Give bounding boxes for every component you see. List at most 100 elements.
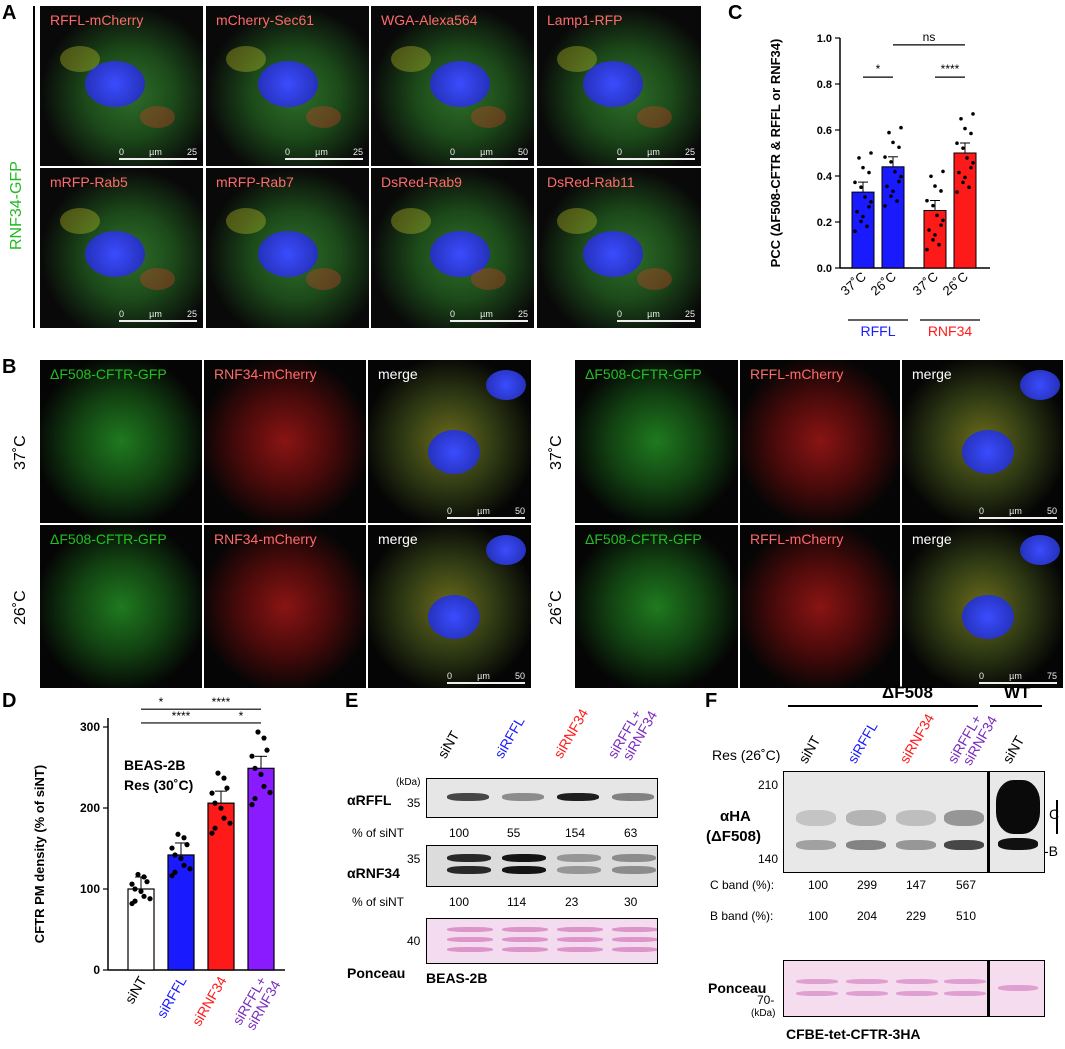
c-point [925, 198, 929, 203]
panel-e-ponceau-band [502, 947, 548, 952]
d-point [184, 842, 190, 848]
panel-e-rnf34-pct: 23 [565, 895, 579, 909]
d-point [172, 869, 178, 875]
c-point [959, 116, 963, 121]
c-point [967, 185, 971, 190]
panel-f-band-c: C [1049, 806, 1060, 822]
panel-f-res: Res (26˚C) [712, 747, 781, 763]
c-point [931, 203, 935, 208]
panel-e-rffl-pct-label: % of siNT [352, 826, 405, 840]
panel-b-channel-label: ΔF508-CFTR-GFP [50, 531, 167, 547]
d-point [249, 753, 255, 759]
panel-a-side-label: RNF34-GFP [8, 161, 25, 250]
c-point [861, 165, 865, 170]
scale-bar-line [617, 158, 695, 160]
c-point [869, 151, 873, 155]
d-point [132, 898, 138, 904]
panel-a-marker-label: RFFL-mCherry [50, 12, 144, 28]
panel-b-right-image-r1-c2: RFFL-mCherry [740, 360, 900, 523]
nucleus [258, 231, 318, 277]
d-point [141, 893, 147, 899]
c-point [937, 242, 941, 247]
nucleus [1020, 370, 1060, 400]
scale-bar-text: 0 µm 25 [119, 309, 197, 319]
panel-f-antibody-line1: αHA [720, 808, 751, 825]
panel-e-rffl-band [502, 793, 544, 801]
panel-e-rnf34-marker: 35 [407, 852, 421, 866]
organelle-signal [471, 106, 506, 128]
c-point [963, 126, 967, 131]
nucleus [962, 595, 1014, 639]
panel-b-channel-label: RFFL-mCherry [750, 531, 844, 547]
c-point [853, 180, 857, 185]
panel-b-scale-bar: 0 µm 75 [979, 671, 1057, 684]
c-point [935, 213, 939, 218]
panel-f-c-band-value: 299 [857, 878, 878, 892]
panel-a-marker-label: DsRed-Rab11 [547, 174, 635, 190]
panel-e-ponceau-marker: 40 [407, 934, 421, 948]
d-category-label: siNT [121, 973, 149, 1006]
panel-e-rffl-band [447, 793, 489, 801]
panel-b-left-temp-37: 37˚C [12, 435, 29, 470]
panel-f-ponceau-band [896, 979, 938, 984]
panel-e-ponceau-band [557, 947, 603, 952]
d-sig-label: **** [172, 709, 191, 723]
panel-e-rnf34-band [502, 854, 546, 862]
panel-f-wt-header: WT [1004, 683, 1031, 702]
scale-bar-text: 0 µm 50 [450, 147, 528, 157]
panel-e-rffl-marker: 35 [407, 796, 421, 810]
c-group-label: RFFL [861, 323, 896, 339]
panel-a-image-r2-c1: mRFP-Rab5 0 µm 25 [40, 168, 203, 328]
d-point [135, 871, 141, 878]
panel-a-image-r1-c2: mCherry-Sec61 0 µm 25 [206, 6, 369, 166]
d-sig-label: * [239, 709, 244, 723]
scale-bar-text: 0 µm 50 [979, 506, 1057, 516]
panel-a-scale-bar: 0 µm 25 [450, 309, 528, 322]
organelle-signal [60, 208, 100, 234]
panel-f-marker-140: 140 [758, 852, 779, 866]
panel-e-rnf34-band [447, 854, 491, 862]
scale-bar-line [450, 158, 528, 160]
panel-f-df508-header: ΔF508 [882, 683, 933, 702]
c-point [931, 238, 935, 242]
scale-bar-line [285, 158, 363, 160]
organelle-signal [557, 208, 597, 234]
panel-e-ponceau-band [557, 927, 603, 932]
d-sig-label: **** [212, 695, 231, 709]
panel-f-b-band-value: 229 [906, 909, 927, 923]
panel-e-rffl-band [557, 793, 599, 801]
panel-e-ponceau-band [447, 947, 493, 952]
c-point [899, 125, 903, 130]
c-point [955, 141, 959, 146]
panel-f-ponceau-blot [783, 960, 1045, 1017]
c-group-label: RNF34 [928, 323, 973, 339]
panel-b-left-temp-26: 26˚C [12, 590, 29, 625]
panel-f-b-band-value: 100 [808, 909, 829, 923]
organelle-signal [637, 268, 672, 290]
panel-f-marker-210: 210 [758, 778, 779, 792]
c-point [961, 180, 965, 185]
panel-b-left-image-r1-c3: merge 0 µm 50 [368, 360, 531, 523]
c-point [887, 130, 891, 135]
panel-e-lane-label: siNT [434, 728, 463, 761]
panel-e-rnf34-pct: 100 [449, 895, 470, 909]
panel-e-lane-label: siRNF34 [550, 705, 592, 761]
c-sig-label: **** [941, 62, 960, 76]
panel-e-ponceau-band [502, 927, 548, 932]
c-point [941, 218, 945, 223]
scale-bar-line [979, 517, 1057, 519]
scale-zero: 0 [979, 506, 985, 516]
d-category-label: siRFFL [153, 973, 190, 1020]
scale-unit: µm [477, 671, 490, 681]
organelle-signal [226, 208, 266, 234]
organelle-signal [226, 46, 266, 72]
panel-f-b-band [846, 840, 886, 850]
panel-f-b-band [896, 840, 936, 850]
d-point [132, 886, 138, 892]
d-point [141, 874, 147, 880]
panel-b-left-image-r1-c2: RNF34-mCherry [204, 360, 366, 523]
organelle-signal [557, 46, 597, 72]
d-bar-1 [167, 854, 195, 971]
d-point [169, 845, 175, 851]
panel-e-rnf34-band [447, 866, 491, 874]
